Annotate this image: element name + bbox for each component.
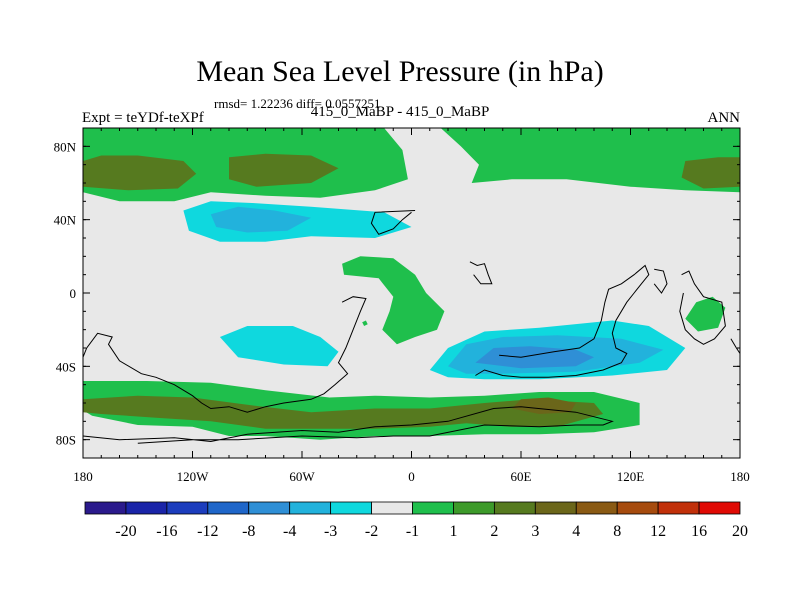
colorbar-swatch-2 <box>166 501 209 515</box>
y-tick-label-0: 80N <box>54 139 77 154</box>
x-tick-label-6: 180 <box>730 469 750 484</box>
contour-region-10 <box>511 397 576 414</box>
coastline-4 <box>469 261 493 285</box>
colorbar-swatch-5 <box>289 501 332 515</box>
colorbar-swatch-0 <box>84 501 127 515</box>
coastline-1 <box>83 296 367 413</box>
contour-region-16 <box>362 320 368 326</box>
x-tick-label-4: 60E <box>511 469 532 484</box>
colorbar-swatch-8 <box>412 501 454 515</box>
contour-region-15 <box>685 296 726 332</box>
case-label: 415_0_MaBP - 415_0_MaBP <box>310 104 490 120</box>
contour-region-layer <box>83 128 740 440</box>
colorbar-swatch-11 <box>534 501 577 515</box>
coastline-7 <box>730 338 740 354</box>
contour-region-1 <box>440 128 740 193</box>
colorbar-label-0: -20 <box>115 523 136 540</box>
contour-region-7 <box>342 256 445 345</box>
y-tick-label-4: 80S <box>56 433 76 448</box>
colorbar-swatch-13 <box>616 501 659 515</box>
colorbar-label-3: -8 <box>242 523 255 540</box>
colorbar-swatch-12 <box>575 501 618 515</box>
colorbar-label-14: 16 <box>691 523 707 540</box>
contour-region-14 <box>219 326 339 367</box>
colorbar-swatch-7 <box>371 501 413 515</box>
y-tick-label-3: 40S <box>56 359 76 374</box>
colorbar-label-10: 3 <box>531 523 539 540</box>
contour-region-2 <box>83 155 197 191</box>
colorbar-label-15: 20 <box>732 523 748 540</box>
contour-region-3 <box>229 153 339 187</box>
colorbar: -20 -16 -12 -8 -4 -3 -2 -1 1 2 3 4 8 12 16 20 <box>84 501 748 540</box>
coastline-0 <box>370 210 416 235</box>
coastline-5 <box>653 268 668 294</box>
colorbar-label-8: 1 <box>449 523 457 540</box>
y-tick-label-2: 0 <box>70 286 77 301</box>
colorbar-label-5: -3 <box>324 523 337 540</box>
colorbar-swatch-4 <box>248 501 291 515</box>
experiment-label: Expt = teYDf-teXPf <box>82 110 204 126</box>
y-tick-label-1: 40N <box>54 213 77 228</box>
coastline-3 <box>83 406 614 444</box>
chart-title: Mean Sea Level Pressure (in hPa) <box>196 55 604 88</box>
x-tick-label-5: 120E <box>617 469 645 484</box>
contour-region-6 <box>210 206 312 233</box>
stats-line: rmsd= 1.22236 diff= 0.0557251 <box>214 96 381 111</box>
colorbar-label-2: -12 <box>197 523 218 540</box>
x-tick-label-0: 180 <box>73 469 93 484</box>
axis-layer: 180 120W 60W 0 60E 120E 180 80N 40N 0 40S 80S <box>54 127 750 484</box>
colorbar-label-11: 4 <box>572 523 580 540</box>
season-label: ANN <box>707 110 741 126</box>
colorbar-swatch-3 <box>207 501 250 515</box>
coastline-6 <box>679 270 726 345</box>
coastline-2 <box>475 264 650 378</box>
colorbar-swatch-10 <box>493 501 536 515</box>
colorbar-label-1: -16 <box>156 523 177 540</box>
colorbar-swatch-9 <box>453 501 495 515</box>
x-tick-label-3: 0 <box>408 469 415 484</box>
colorbar-label-6: -2 <box>365 523 378 540</box>
colorbar-label-12: 8 <box>613 523 621 540</box>
x-tick-label-2: 60W <box>289 469 315 484</box>
contour-region-4 <box>681 157 740 189</box>
colorbar-label-9: 2 <box>490 523 498 540</box>
x-tick-label-1: 120W <box>177 469 210 484</box>
colorbar-swatch-14 <box>657 501 700 515</box>
contour-region-9 <box>83 395 604 429</box>
colorbar-label-7: -1 <box>406 523 419 540</box>
coastline-layer <box>83 210 740 444</box>
contour-region-13 <box>475 346 594 369</box>
colorbar-swatch-15 <box>698 501 741 515</box>
colorbar-swatch-1 <box>125 501 168 515</box>
colorbar-label-4: -4 <box>283 523 296 540</box>
colorbar-label-13: 12 <box>650 523 666 540</box>
colorbar-swatch-6 <box>330 501 372 515</box>
